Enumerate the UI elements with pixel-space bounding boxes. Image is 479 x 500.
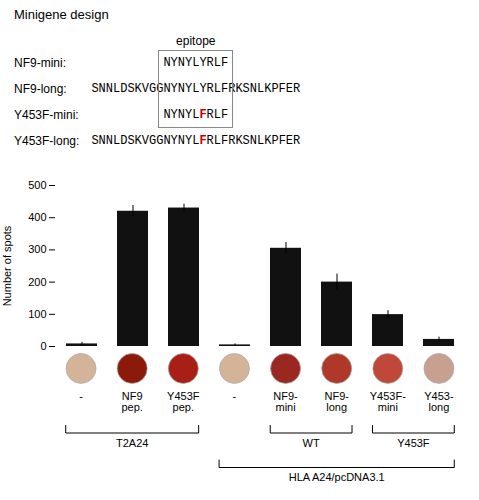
svg-text:0: 0 bbox=[40, 340, 46, 350]
svg-text:WT: WT bbox=[303, 437, 320, 449]
html-text:SNNLDSKVGG NYNYLYRLF RKSNLKPFE: SNNLDSKVGG NYNYLYRLF RKSNLKPFER bbox=[91, 82, 301, 96]
svg-text:NF9-mini: NF9-mini bbox=[273, 390, 298, 413]
svg-text:Number of spots: Number of spots bbox=[1, 225, 13, 306]
html-text:NYNYLYRLF: NYNYLYRLF bbox=[163, 56, 229, 70]
html-text:Minigene design: Minigene design bbox=[14, 7, 109, 22]
svg-text:500: 500 bbox=[28, 179, 46, 191]
html-text:NF9-mini:: NF9-mini: bbox=[14, 56, 66, 70]
svg-text:200: 200 bbox=[28, 276, 46, 288]
html-text:SNNLDSKVGG NYNYL F RLF RKSNLKP: SNNLDSKVGG NYNYL F RLF RKSNLKPFER bbox=[91, 134, 301, 148]
svg-text:-: - bbox=[79, 390, 83, 402]
svg-text:NF9pep.: NF9pep. bbox=[121, 390, 142, 413]
html-text:NF9-long:: NF9-long: bbox=[14, 82, 67, 96]
svg-text:Y453F-mini: Y453F-mini bbox=[370, 390, 406, 413]
html-text:NYNYL F RLF: NYNYL F RLF bbox=[163, 108, 229, 122]
svg-text:300: 300 bbox=[28, 243, 46, 255]
svg-text:Y453Fpep.: Y453Fpep. bbox=[167, 390, 200, 413]
svg-text:-: - bbox=[233, 390, 237, 402]
html-text:Y453F-long:: Y453F-long: bbox=[14, 134, 80, 148]
svg-text:Y453-long: Y453-long bbox=[424, 390, 454, 413]
svg-text:T2A24: T2A24 bbox=[116, 437, 148, 449]
svg-text:Y453F: Y453F bbox=[397, 437, 430, 449]
html-text:Y453F-mini:: Y453F-mini: bbox=[14, 108, 79, 122]
svg-text:HLA A24/pcDNA3.1: HLA A24/pcDNA3.1 bbox=[289, 471, 385, 483]
html-text:epitope: epitope bbox=[176, 34, 216, 48]
svg-text:100: 100 bbox=[28, 308, 46, 320]
svg-text:NF9-long: NF9-long bbox=[324, 390, 349, 413]
svg-text:400: 400 bbox=[28, 211, 46, 223]
